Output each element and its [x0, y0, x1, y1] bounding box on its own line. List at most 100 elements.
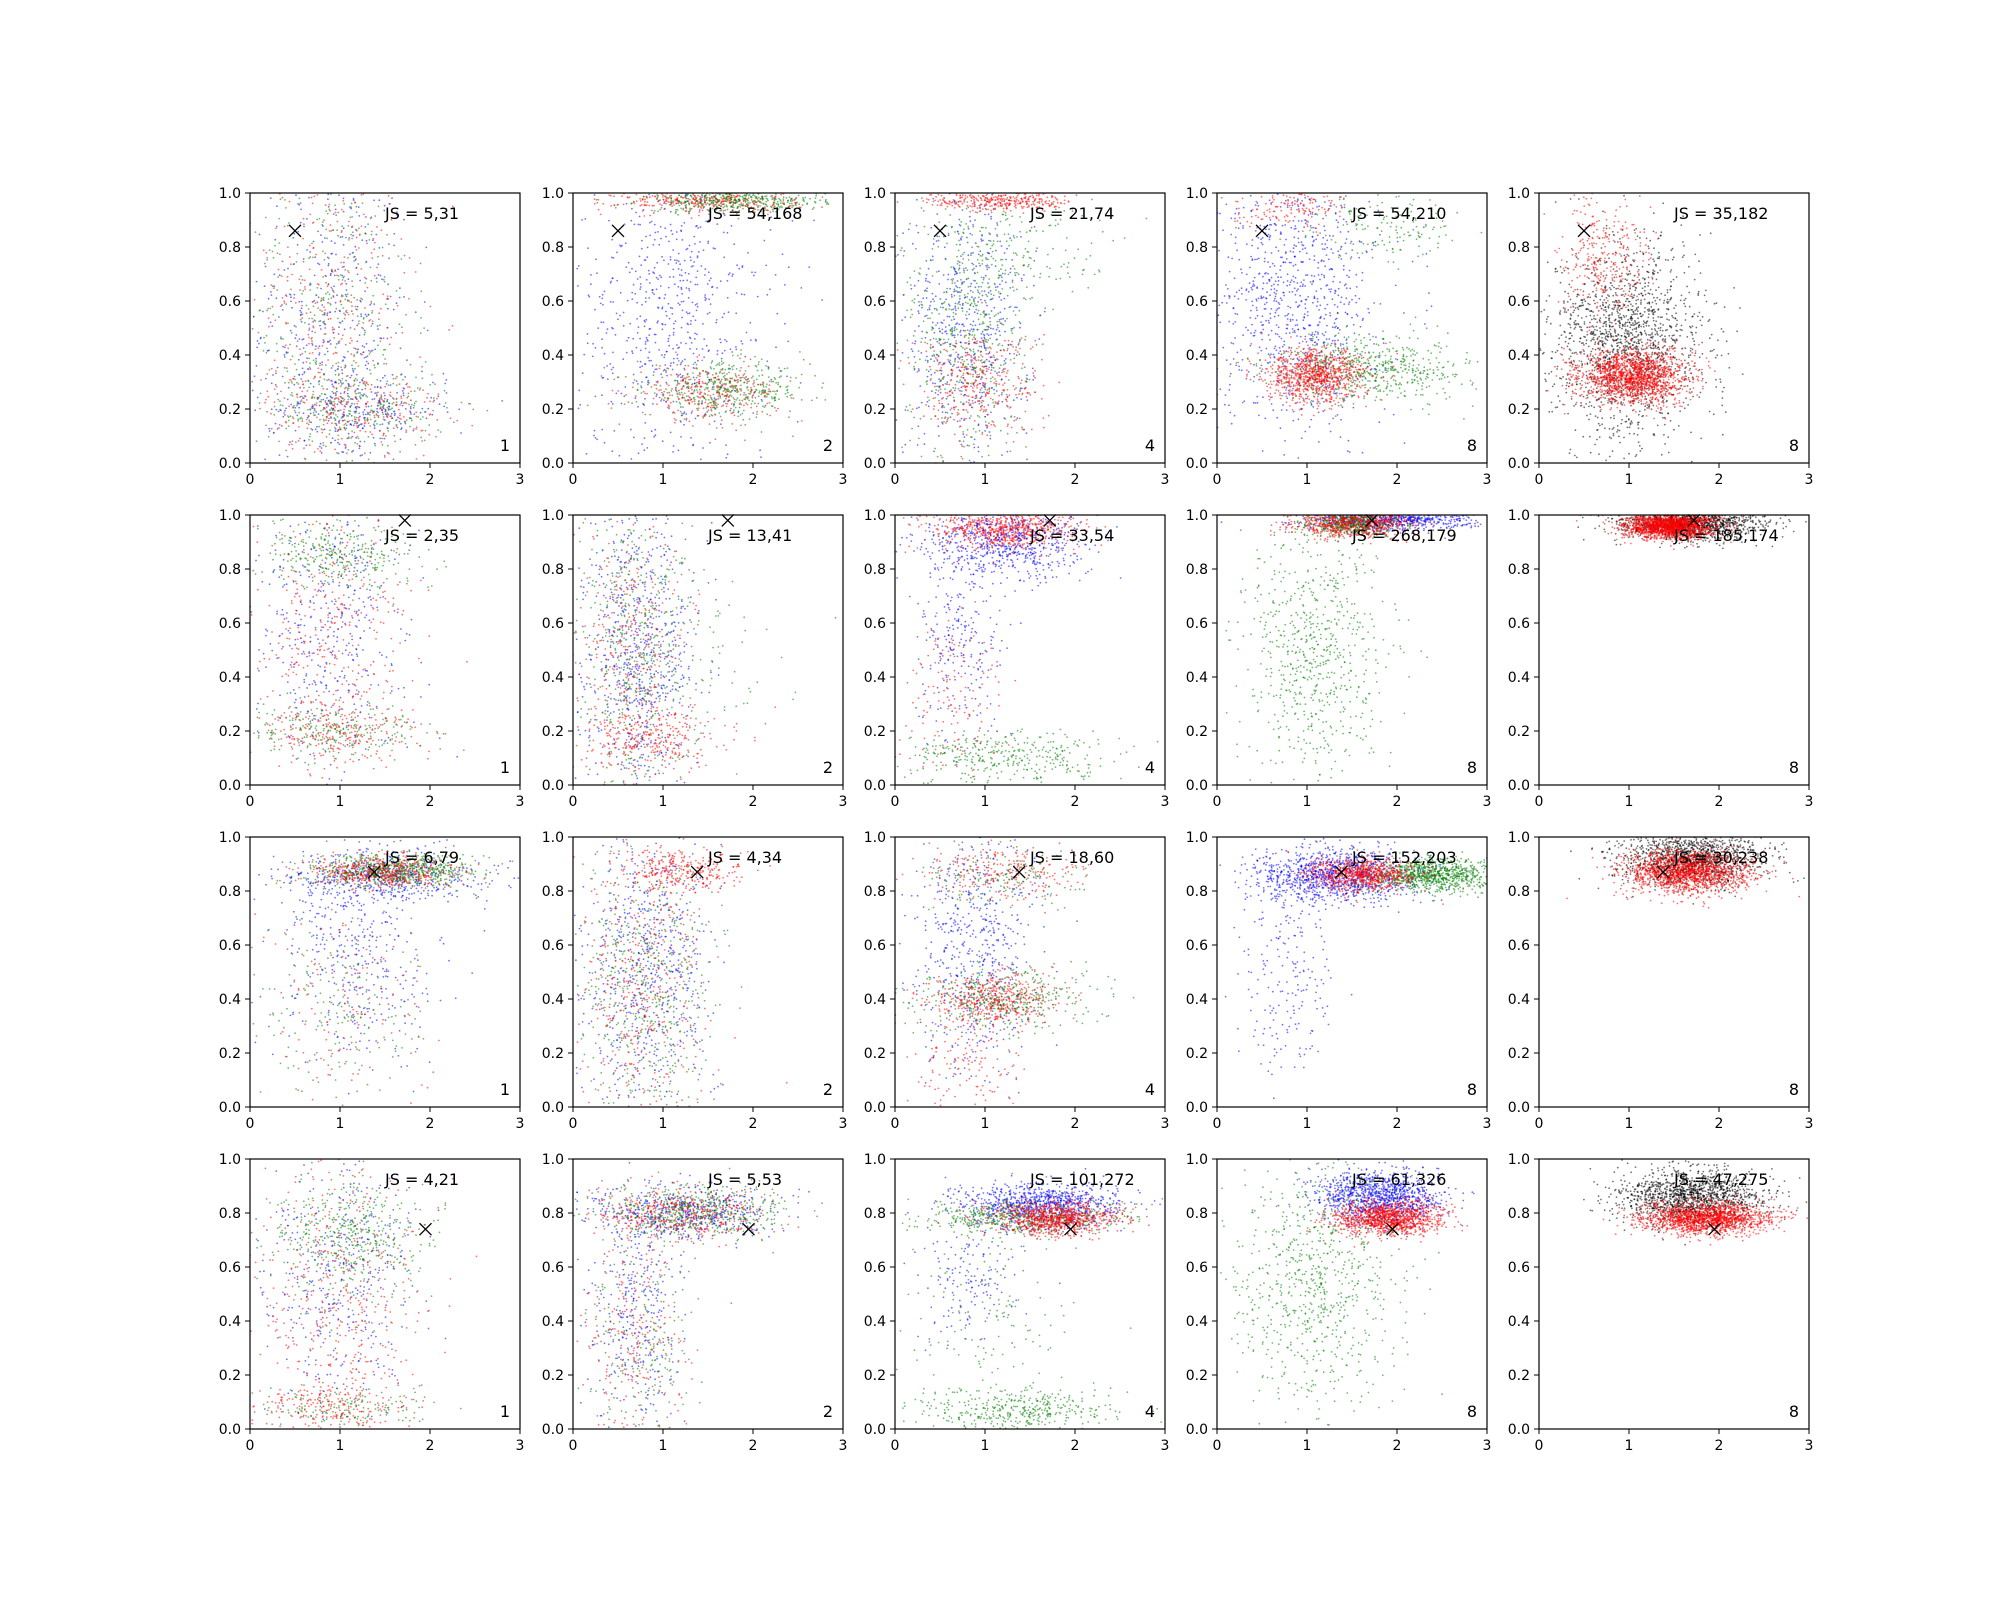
scatter-point: [377, 402, 380, 405]
scatter-point: [946, 395, 949, 398]
scatter-point: [681, 196, 684, 199]
scatter-point: [971, 262, 974, 265]
scatter-point: [358, 320, 360, 322]
scatter-point: [963, 228, 965, 231]
scatter-point: [308, 336, 310, 339]
scatter-point: [695, 199, 698, 202]
scatter-point: [586, 342, 589, 345]
scatter-point: [977, 285, 980, 288]
scatter-point: [727, 399, 730, 401]
scatter-point: [686, 194, 688, 197]
scatter-point: [735, 379, 738, 382]
scatter-point: [703, 197, 706, 200]
scatter-point: [822, 382, 824, 384]
scatter-point: [683, 367, 686, 370]
scatter-point: [936, 235, 939, 238]
scatter-point: [698, 214, 700, 217]
scatter-point: [687, 387, 690, 390]
scatter-point: [379, 423, 382, 426]
scatter-point: [722, 195, 724, 198]
scatter-point: [721, 393, 724, 396]
scatter-point: [339, 385, 342, 387]
scatter-point: [319, 324, 321, 327]
scatter-point: [707, 242, 709, 245]
scatter-point: [672, 334, 675, 336]
scatter-point: [743, 398, 746, 401]
scatter-point: [398, 296, 401, 299]
scatter-point: [988, 252, 991, 255]
scatter-point: [772, 210, 774, 213]
scatter-point: [923, 225, 926, 228]
scatter-point: [363, 425, 366, 427]
scatter-point: [328, 293, 331, 296]
scatter-point: [371, 398, 374, 401]
scatter-point: [587, 247, 589, 250]
scatter-point: [824, 200, 827, 203]
scatter-point: [741, 204, 744, 207]
scatter-point: [677, 268, 680, 270]
scatter-point: [663, 259, 665, 262]
scatter-point: [693, 391, 695, 393]
scatter-point: [904, 443, 907, 446]
scatter-point: [774, 406, 776, 409]
scatter-point: [631, 202, 633, 205]
scatter-point: [667, 337, 670, 340]
scatter-point: [947, 232, 950, 235]
scatter-point: [926, 400, 929, 403]
scatter-point: [678, 200, 680, 202]
scatter-point: [951, 296, 953, 298]
scatter-point: [356, 299, 359, 301]
scatter-point: [298, 197, 301, 200]
scatter-point: [293, 232, 296, 235]
scatter-point: [715, 205, 718, 208]
scatter-point: [1008, 379, 1010, 381]
scatter-point: [721, 405, 723, 408]
scatter-point: [660, 373, 663, 375]
scatter-point: [943, 291, 945, 294]
scatter-point: [673, 357, 675, 360]
scatter-point: [318, 383, 320, 386]
scatter-point: [734, 374, 737, 377]
scatter-point: [343, 426, 346, 429]
scatter-point: [688, 378, 690, 381]
scatter-point: [652, 397, 655, 400]
scatter-point: [263, 336, 265, 339]
scatter-point: [448, 329, 450, 331]
scatter-point: [764, 404, 767, 407]
scatter-point: [371, 257, 374, 259]
scatter-point: [692, 315, 695, 318]
scatter-point: [649, 221, 651, 224]
scatter-point: [320, 287, 322, 290]
scatter-point: [327, 264, 330, 267]
scatter-point: [758, 361, 760, 363]
scatter-point: [981, 255, 983, 257]
scatter-point: [400, 428, 402, 431]
scatter-point: [896, 342, 899, 345]
scatter-point: [351, 398, 354, 401]
scatter-point: [680, 380, 682, 382]
scatter-point: [301, 367, 304, 370]
scatter-point: [719, 193, 721, 196]
scatter-point: [723, 372, 725, 374]
scatter-point: [586, 333, 589, 335]
scatter-point: [345, 452, 348, 454]
scatter-point: [684, 399, 686, 401]
scatter-point: [1006, 450, 1009, 453]
scatter-point: [992, 243, 995, 246]
scatter-point: [407, 392, 410, 395]
scatter-point: [938, 283, 941, 285]
scatter-point: [698, 209, 701, 211]
scatter-point: [311, 404, 314, 406]
scatter-point: [712, 404, 715, 407]
scatter-point: [398, 417, 401, 420]
scatter-point: [825, 198, 827, 201]
scatter-point: [901, 352, 904, 354]
scatter-point: [665, 196, 668, 199]
scatter-point: [989, 363, 992, 366]
scatter-point: [680, 201, 683, 204]
scatter-point: [711, 286, 713, 289]
scatter-point: [308, 357, 310, 360]
scatter-point: [761, 400, 764, 402]
scatter-point: [259, 407, 261, 410]
scatter-point: [313, 396, 316, 399]
